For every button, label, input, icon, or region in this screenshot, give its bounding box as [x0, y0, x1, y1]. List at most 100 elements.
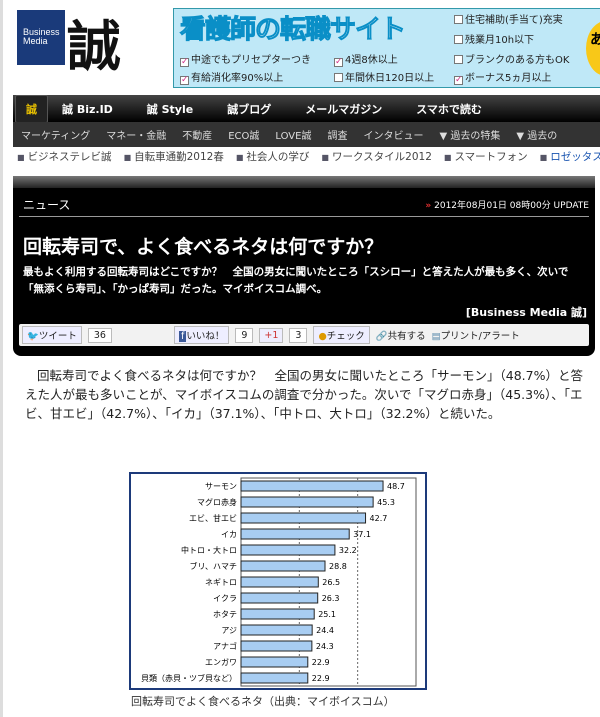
ad-feature: ✓ ボーナス5ヵ月以上 [454, 69, 551, 85]
category-label: マグロ赤身 [197, 497, 237, 507]
subnav-item[interactable]: 調査 [327, 131, 348, 142]
category-label: 中トロ・大トロ [181, 545, 237, 555]
data-label: 28.8 [329, 562, 347, 571]
ad-feature: ブランクのある方もOK [454, 51, 569, 66]
clip-icon: 🔗 [375, 331, 388, 342]
bullet-icon: ■ [443, 153, 452, 162]
article-body: 回転寿司でよく食べるネタは何ですか？ 全国の男女に聞いたところ「サーモン」（48… [25, 368, 583, 421]
ad-feature-label: 年間休日120日以上 [345, 73, 435, 84]
share-bar: 🐦ツイート 36 f いいね！ 9 +1 3 ●チェック 🔗共有する ▤プリント/… [19, 324, 589, 346]
like-count: 9 [235, 327, 254, 343]
category-label: ネギトロ [205, 578, 237, 587]
subnav-item[interactable]: ▼ 過去の特集 [439, 131, 501, 142]
bar [240, 640, 313, 652]
bullet-icon: ■ [123, 153, 132, 162]
twitter-icon: 🐦 [27, 331, 39, 342]
main-nav: 誠誠 Biz.ID 誠 Style 誠ブログ メールマガジン スマホで読む [13, 94, 600, 123]
data-label: 37.1 [353, 530, 371, 539]
check-button[interactable]: ●チェック [313, 326, 370, 344]
like-button[interactable]: f いいね！ [173, 326, 230, 344]
bullet-icon: ■ [17, 153, 25, 162]
bar-chart: サーモン 48.7 マグロ赤身 45.3 エビ、甘エビ 42.7 イカ 37.1 中トロ・大トロ… [129, 472, 427, 690]
document-icon: ▤ [431, 331, 441, 342]
nav-item[interactable]: スマホで読む [416, 102, 482, 116]
topic-link[interactable]: ■ ビジネステレビ誠 [17, 151, 118, 163]
print-button[interactable]: ▤プリント/アラート [432, 328, 520, 342]
ad-feature-label: 残業月10h以下 [465, 35, 535, 46]
data-label: 42.7 [370, 514, 388, 523]
ad-feature: ✓ 中途でもプリセプターつき [180, 51, 311, 67]
data-label: 24.4 [316, 626, 334, 635]
topic-label: 自転車通勤2012春 [134, 151, 224, 163]
category-label: ホタテ [213, 610, 237, 619]
article-top-bar [13, 176, 595, 188]
ad-feature-label: ボーナス5ヵ月以上 [465, 73, 552, 84]
nav-item[interactable]: 誠 Biz.ID [62, 102, 113, 116]
bar [240, 608, 315, 620]
ad-feature-label: ブランクのある方もOK [465, 55, 570, 66]
bar [240, 528, 350, 540]
data-label: 26.3 [322, 594, 340, 603]
logo-text: Business Media [23, 27, 60, 46]
nav-item[interactable]: 誠 [15, 94, 48, 123]
nav-item[interactable]: 誠 Style [146, 102, 194, 116]
checkmark-icon: ✓ [334, 57, 343, 67]
category-label: イクラ [213, 594, 237, 603]
subnav-item[interactable]: マネー・金融 [106, 131, 167, 142]
subnav-item[interactable]: ECO誠 [228, 131, 260, 142]
divider [19, 216, 589, 217]
category-label: エンガワ [205, 657, 237, 667]
checkmark-icon: ✓ [454, 75, 463, 85]
checkmark-icon: ✓ [180, 75, 189, 85]
data-label: 22.9 [312, 674, 330, 683]
chart-svg: サーモン 48.7 マグロ赤身 45.3 エビ、甘エビ 42.7 イカ 37.1 中トロ・大トロ… [141, 477, 417, 687]
topic-link[interactable]: ■ 社会人の学び [236, 151, 316, 163]
bar [240, 544, 336, 556]
subnav-item[interactable]: マーケティング [21, 131, 91, 142]
ad-banner[interactable]: 看護師の転職サイト あ案 住宅補助(手当て)充実残業月10h以下ブランクのある方… [173, 8, 600, 88]
subnav-item[interactable]: LOVE誠 [275, 131, 312, 142]
ad-feature-label: 中途でもプリセプターつき [191, 55, 311, 66]
category-label: ブリ、ハマチ [189, 561, 237, 571]
bar [240, 624, 313, 636]
ad-feature: ✓ 有給消化率90%以上 [180, 69, 283, 85]
nav-item[interactable]: 誠ブログ [227, 102, 272, 116]
topic-link[interactable]: ■ スマートフォン [444, 151, 534, 163]
category-label: サーモン [205, 482, 237, 491]
update-text: 2012年08月01日 08時00分 UPDATE [434, 201, 589, 211]
gplus-button[interactable]: +1 [259, 327, 284, 343]
category-label: 貝類（赤貝・ツブ貝など） [141, 673, 237, 683]
data-label: 25.1 [318, 610, 336, 619]
check-label: チェック [326, 331, 365, 342]
topic-link[interactable]: ■ロゼッタストー [540, 151, 600, 163]
bar [240, 512, 367, 524]
topic-link[interactable]: ■ 自転車通勤2012春 [124, 151, 230, 163]
logo-kanji[interactable]: 誠 [67, 14, 121, 78]
subnav-item[interactable]: ▼ 過去の [516, 131, 558, 142]
sub-nav: マーケティング マネー・金融 不動産 ECO誠 LOVE誠 調査 インタビュー ▼ 過去の特集… [13, 122, 600, 147]
ad-feature: ✓ 4週8休以上 [334, 51, 398, 67]
data-label: 26.5 [322, 578, 340, 587]
bar [240, 592, 319, 604]
bar [240, 672, 309, 684]
logo[interactable]: Business Media [17, 10, 65, 65]
topic-link[interactable]: ■ ワークスタイル2012 [321, 151, 437, 163]
ad-badge: あ案 [586, 21, 600, 76]
facebook-icon: f [178, 331, 187, 342]
article-header: ニュース » 2012年08月01日 08時00分 UPDATE 回転寿司で、よ… [13, 176, 595, 356]
tweet-label: ツイート [38, 331, 77, 342]
ad-feature-label: 有給消化率90%以上 [191, 73, 284, 84]
checkmark-icon: ✓ [180, 57, 189, 67]
share-label: 共有する [387, 331, 426, 342]
category-label: エビ、甘エビ [189, 513, 237, 523]
subnav-item[interactable]: インタビュー [363, 131, 424, 142]
bar [240, 496, 374, 508]
share-button[interactable]: 🔗共有する [376, 328, 426, 342]
ad-feature-label: 4週8休以上 [345, 55, 398, 66]
subnav-item[interactable]: 不動産 [182, 131, 213, 142]
data-label: 32.2 [339, 546, 357, 555]
checkbox-icon [334, 73, 343, 82]
nav-item[interactable]: メールマガジン [305, 102, 383, 116]
tweet-button[interactable]: 🐦ツイート [22, 326, 82, 344]
gplus-count: 3 [289, 327, 308, 343]
